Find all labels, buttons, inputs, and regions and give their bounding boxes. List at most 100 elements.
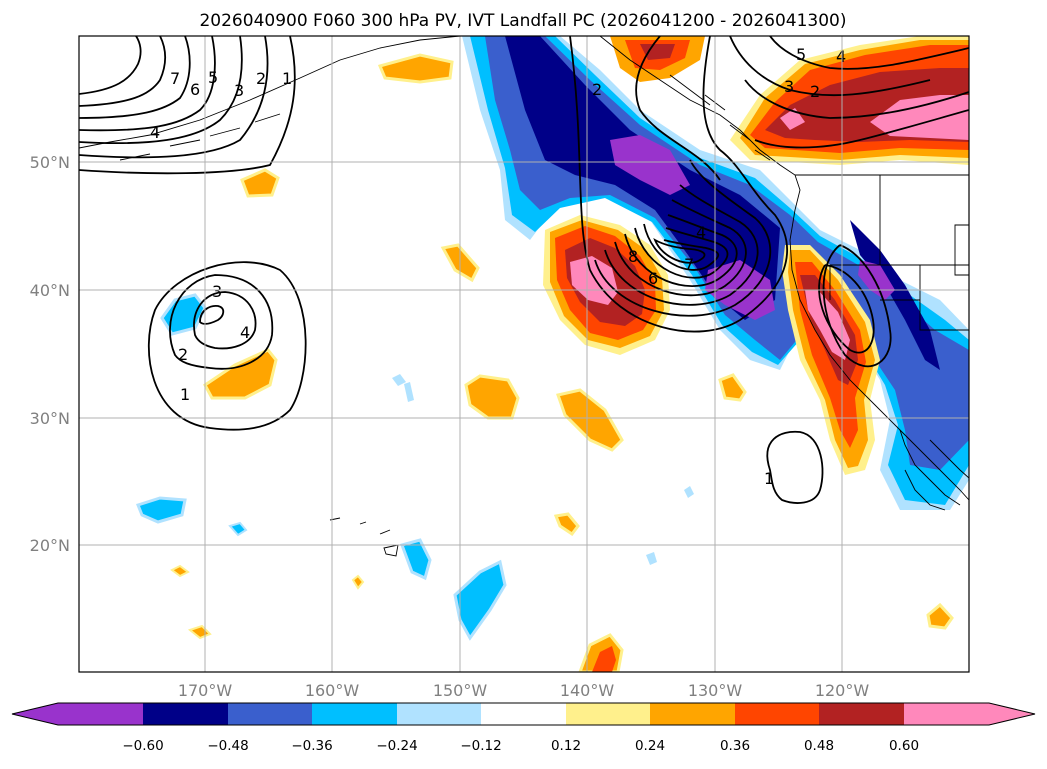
pv-contour-1-low (766, 430, 824, 504)
pv-contour-north-2 (729, 36, 931, 97)
positive-blob-171w-18n (170, 564, 190, 578)
colorbar-tick-label: 0.24 (635, 738, 665, 754)
pv-contour-north-5 (754, 109, 969, 149)
pv-contour-trough-3 (604, 184, 759, 306)
colorbar-tick-label: −0.36 (291, 738, 332, 754)
negative-blob-132w-24n (684, 486, 694, 498)
pv-contour-trough-8 (653, 238, 706, 264)
colorbar-segment (819, 703, 904, 725)
negative-band-navy-east (850, 220, 940, 370)
lon-label-130w: 130°W (688, 681, 743, 700)
colorbar-tick-label: 0.12 (551, 738, 581, 754)
alaska-coastline (79, 36, 461, 149)
colorbar-segments (58, 703, 989, 725)
contour-label: 2 (178, 345, 188, 364)
longitude-labels: 170°W 160°W 150°W 140°W 130°W 120°W (178, 681, 870, 700)
contour-label: 6 (648, 269, 658, 288)
pv-contour-trough-2 (594, 159, 772, 317)
pv-contour-nw-2 (79, 36, 269, 159)
contour-label: 4 (240, 323, 250, 342)
colorbar-segment (312, 703, 397, 725)
colorbar-segment (228, 703, 312, 725)
negative-blob-155w-30n (404, 382, 414, 402)
positive-blob-165w-48n (240, 168, 280, 198)
contour-label: 4 (150, 123, 160, 142)
positive-north-central-darkred (640, 44, 675, 60)
positive-blob-160w-58n (377, 53, 454, 84)
positive-ne-pink (870, 95, 969, 140)
contour-label: 3 (212, 282, 222, 301)
contour-label: 2 (256, 69, 266, 88)
colorbar-tick-label: −0.12 (460, 738, 501, 754)
colorbar-segment (58, 703, 143, 725)
lon-label-150w: 150°W (433, 681, 488, 700)
colorbar-segment (650, 703, 735, 725)
colorbar-tick-label: −0.60 (122, 738, 163, 754)
pv-contours (79, 36, 969, 504)
colorbar-outline (11, 702, 1036, 726)
lat-label-50n: 50°N (30, 153, 70, 172)
gulf-of-california (929, 439, 969, 479)
colorbar-segment (735, 703, 819, 725)
positive-blob-159w-17n (351, 574, 365, 590)
hawaii-islands (329, 517, 399, 557)
colorbar-segment (566, 703, 650, 725)
pv-contour-trough-5 (624, 214, 738, 287)
colorbar-tick-label: 0.48 (804, 738, 834, 754)
pv-contour-east-1 (822, 244, 892, 368)
colorbar-tick-labels: −0.60 −0.48 −0.36 −0.24 −0.12 0.12 0.24 … (122, 738, 919, 754)
lon-label-140w: 140°W (560, 681, 615, 700)
positive-blob-140w-11n-red (592, 646, 616, 672)
positive-blob-129w-32n (718, 373, 747, 402)
contour-label: 4 (696, 223, 706, 242)
pv-contour-trough-1 (569, 36, 788, 333)
positive-blob-113w-14n (926, 602, 954, 630)
contour-label: 1 (764, 469, 774, 488)
lon-label-160w: 160°W (305, 681, 360, 700)
pv-contour-nw-1 (79, 36, 296, 175)
lat-label-40n: 40°N (30, 281, 70, 300)
baja-california (899, 429, 961, 506)
contour-label: 3 (234, 81, 244, 100)
pv-contour-nw-3 (79, 36, 243, 145)
lon-label-120w: 120°W (815, 681, 870, 700)
colorbar-segment (481, 703, 566, 725)
contour-label: 3 (784, 77, 794, 96)
colorbar-tick-label: 0.36 (720, 738, 750, 754)
negative-blob-153w-20n (400, 538, 432, 581)
contour-labels: 7 6 5 3 2 1 4 3 4 2 1 8 6 7 4 2 5 4 3 2 (150, 45, 846, 488)
contour-label: 8 (628, 247, 638, 266)
colorbar-segment (143, 703, 228, 725)
lon-label-170w: 170°W (178, 681, 233, 700)
colorbar-extend-min (12, 703, 58, 725)
pv-contour-low-4 (199, 305, 225, 325)
negative-blob-168w-21n (228, 521, 248, 537)
pv-contour-east-2 (818, 264, 875, 354)
negative-core-north (610, 135, 690, 195)
negative-blob-156w-31n (392, 374, 406, 386)
negative-blob-135w-19n (646, 552, 657, 565)
colorbar-tick-label: −0.24 (376, 738, 417, 754)
negative-blob-175w-23n (136, 496, 187, 524)
pv-contour-north-4 (744, 79, 969, 119)
pv-contour-north-1 (635, 36, 721, 181)
colorbar-segment (397, 703, 481, 725)
positive-coastal-pink (805, 290, 850, 360)
contour-label: 2 (810, 82, 820, 101)
pv-contour-nw-6 (79, 36, 167, 107)
pv-contour-trough-4 (614, 199, 747, 297)
pv-contour-trough-6 (634, 227, 729, 279)
contour-label: 7 (684, 255, 694, 274)
positive-blob-142w-30n (556, 388, 624, 452)
colorbar-tick-label: −0.48 (207, 738, 248, 754)
pv-contour-nw-4 (79, 36, 216, 132)
colorbar: −0.60 −0.48 −0.36 −0.24 −0.12 0.12 0.24 … (11, 702, 1036, 754)
gridlines (79, 36, 969, 672)
colorbar-segment (904, 703, 989, 725)
colorbar-extend-max (989, 703, 1035, 725)
pv-contour-trough-7 (643, 223, 720, 271)
negative-blob-148w-15n (453, 559, 507, 641)
baja-coast-detail (904, 469, 946, 511)
map-frame (78, 35, 970, 673)
contour-label: 7 (170, 69, 180, 88)
